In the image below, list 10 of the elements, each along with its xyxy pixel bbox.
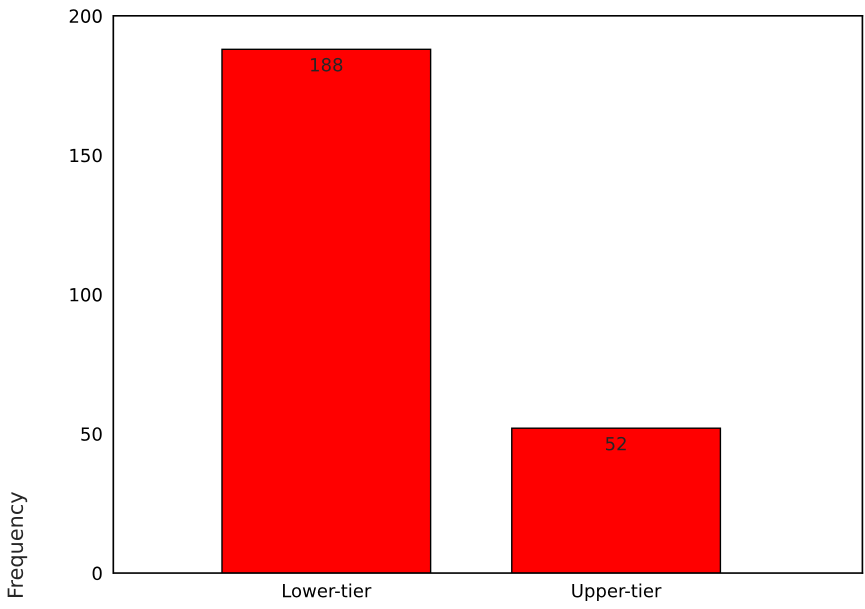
y-tick-label: 150 — [70, 148, 102, 162]
x-tick-label: Lower-tier — [283, 583, 372, 598]
y-tick-label: 100 — [70, 288, 102, 302]
y-tick-label: 0 — [92, 566, 102, 580]
data-label: 52 — [606, 436, 626, 450]
data-label: 188 — [311, 58, 342, 72]
y-tick-label: 200 — [70, 9, 102, 23]
y-axis-title: Frequency — [8, 492, 28, 597]
x-tick-label: Upper-tier — [572, 583, 662, 601]
y-tick-label: 50 — [81, 427, 102, 441]
